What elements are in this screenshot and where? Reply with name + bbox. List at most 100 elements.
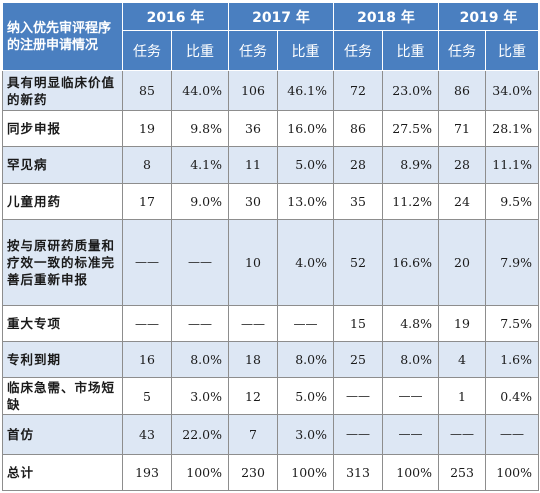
category-cell: 专利到期 xyxy=(2,341,123,379)
count-cell: —— xyxy=(228,305,278,343)
table-row: 具有明显临床价值的新药 85 44.0% 106 46.1% 72 23.0% 86 34.0% xyxy=(2,69,539,112)
share-cell: 8.0% xyxy=(277,341,334,379)
table-row: 总计 193 100% 230 100% 313 100% 253 100% xyxy=(2,453,539,492)
share-cell: 44.0% xyxy=(171,69,229,112)
table-row: 同步申报 19 9.8% 36 16.0% 86 27.5% 71 28.1% xyxy=(2,110,539,148)
share-cell: 5.0% xyxy=(277,377,334,415)
category-cell: 重大专项 xyxy=(2,305,123,343)
count-cell: —— xyxy=(122,218,172,307)
count-header: 任务 xyxy=(438,30,486,71)
share-cell: 3.0% xyxy=(277,413,334,455)
count-cell: 19 xyxy=(122,110,172,148)
count-cell: 106 xyxy=(228,69,278,112)
count-header: 任务 xyxy=(228,30,278,71)
count-cell: 30 xyxy=(228,182,278,220)
share-cell: 8.9% xyxy=(382,146,439,184)
share-cell: 4.8% xyxy=(382,305,439,343)
count-cell: 230 xyxy=(228,453,278,492)
share-cell: —— xyxy=(382,377,439,415)
count-cell: —— xyxy=(333,377,383,415)
share-cell: 22.0% xyxy=(171,413,229,455)
count-cell: 18 xyxy=(228,341,278,379)
count-cell: 11 xyxy=(228,146,278,184)
share-cell: 46.1% xyxy=(277,69,334,112)
year-header-2017: 2017 年 xyxy=(228,2,334,31)
count-cell: 253 xyxy=(438,453,486,492)
count-header: 任务 xyxy=(333,30,383,71)
share-cell: —— xyxy=(171,305,229,343)
share-cell: 34.0% xyxy=(485,69,539,112)
year-header-2016: 2016 年 xyxy=(122,2,229,31)
count-cell: 4 xyxy=(438,341,486,379)
count-cell: 8 xyxy=(122,146,172,184)
count-cell: 25 xyxy=(333,341,383,379)
year-header-2019: 2019 年 xyxy=(438,2,539,31)
share-cell: 4.1% xyxy=(171,146,229,184)
category-cell: 总计 xyxy=(2,453,123,492)
share-cell: 7.5% xyxy=(485,305,539,343)
table-row: 按与原研药质量和疗效一致的标准完善后重新申报 —— —— 10 4.0% 52 16.6% 2… xyxy=(2,218,539,307)
share-cell: 100% xyxy=(277,453,334,492)
share-header: 比重 xyxy=(382,30,439,71)
count-cell: 15 xyxy=(333,305,383,343)
share-cell: 8.0% xyxy=(171,341,229,379)
share-cell: 16.0% xyxy=(277,110,334,148)
share-cell: 9.0% xyxy=(171,182,229,220)
share-cell: 28.1% xyxy=(485,110,539,148)
count-cell: 24 xyxy=(438,182,486,220)
count-cell: 43 xyxy=(122,413,172,455)
category-cell: 具有明显临床价值的新药 xyxy=(2,69,123,112)
share-cell: 100% xyxy=(171,453,229,492)
table-row: 儿童用药 17 9.0% 30 13.0% 35 11.2% 24 9.5% xyxy=(2,182,539,220)
count-cell: 1 xyxy=(438,377,486,415)
count-cell: 71 xyxy=(438,110,486,148)
category-cell: 儿童用药 xyxy=(2,182,123,220)
table-body: 具有明显临床价值的新药 85 44.0% 106 46.1% 72 23.0% 86 34.0%… xyxy=(2,69,539,492)
count-cell: 85 xyxy=(122,69,172,112)
share-header: 比重 xyxy=(485,30,539,71)
share-cell: —— xyxy=(382,413,439,455)
count-cell: 86 xyxy=(438,69,486,112)
share-cell: 100% xyxy=(382,453,439,492)
share-cell: 4.0% xyxy=(277,218,334,307)
table-row: 专利到期 16 8.0% 18 8.0% 25 8.0% 4 1.6% xyxy=(2,341,539,379)
count-cell: 313 xyxy=(333,453,383,492)
share-cell: 9.8% xyxy=(171,110,229,148)
share-cell: 3.0% xyxy=(171,377,229,415)
category-cell: 按与原研药质量和疗效一致的标准完善后重新申报 xyxy=(2,218,123,307)
share-cell: —— xyxy=(485,413,539,455)
share-cell: 100% xyxy=(485,453,539,492)
count-cell: 17 xyxy=(122,182,172,220)
share-cell: —— xyxy=(277,305,334,343)
count-cell: 12 xyxy=(228,377,278,415)
table-row: 罕见病 8 4.1% 11 5.0% 28 8.9% 28 11.1% xyxy=(2,146,539,184)
share-cell: 27.5% xyxy=(382,110,439,148)
count-cell: 52 xyxy=(333,218,383,307)
count-cell: 5 xyxy=(122,377,172,415)
count-cell: 28 xyxy=(333,146,383,184)
count-cell: 10 xyxy=(228,218,278,307)
share-cell: 1.6% xyxy=(485,341,539,379)
count-cell: —— xyxy=(438,413,486,455)
count-cell: 20 xyxy=(438,218,486,307)
count-cell: 28 xyxy=(438,146,486,184)
share-cell: 11.1% xyxy=(485,146,539,184)
share-cell: 9.5% xyxy=(485,182,539,220)
share-cell: 16.6% xyxy=(382,218,439,307)
share-cell: 11.2% xyxy=(382,182,439,220)
count-cell: 7 xyxy=(228,413,278,455)
share-cell: 13.0% xyxy=(277,182,334,220)
category-cell: 同步申报 xyxy=(2,110,123,148)
table-row: 临床急需、市场短缺 5 3.0% 12 5.0% —— —— 1 0.4% xyxy=(2,377,539,415)
share-cell: 8.0% xyxy=(382,341,439,379)
corner-header: 纳入优先审评程序的注册申请情况 xyxy=(2,2,123,71)
share-header: 比重 xyxy=(277,30,334,71)
table-row: 首仿 43 22.0% 7 3.0% —— —— —— —— xyxy=(2,413,539,455)
share-cell: —— xyxy=(171,218,229,307)
table-header: 纳入优先审评程序的注册申请情况 2016 年 2017 年 2018 年 201… xyxy=(2,2,539,71)
count-cell: —— xyxy=(333,413,383,455)
category-cell: 临床急需、市场短缺 xyxy=(2,377,123,415)
count-cell: 36 xyxy=(228,110,278,148)
count-cell: 16 xyxy=(122,341,172,379)
count-cell: —— xyxy=(122,305,172,343)
